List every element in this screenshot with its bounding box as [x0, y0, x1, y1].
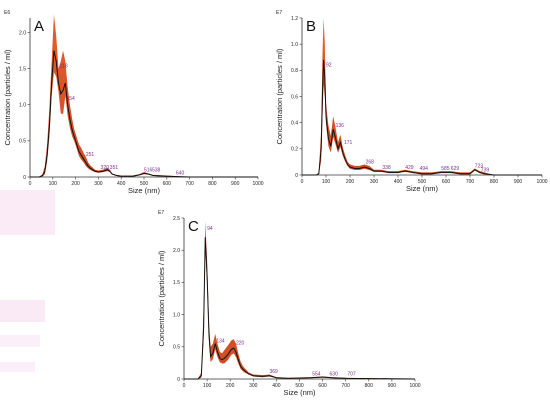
x-tick-label: 500 — [140, 181, 149, 187]
peak-annotation: 338 — [382, 165, 391, 171]
x-tick-label: 300 — [370, 179, 379, 185]
y-exponent-label: E7 — [158, 210, 164, 216]
y-tick-label: 2.5 — [173, 216, 180, 222]
x-tick-label: 0 — [183, 383, 186, 389]
peak-annotation: 320 — [101, 165, 110, 171]
panel-letter: C — [188, 218, 199, 235]
peak-annotation: 723 — [475, 163, 484, 169]
peak-annotation: 136 — [336, 123, 345, 129]
x-tick-label: 500 — [418, 179, 427, 185]
x-tick-label: 600 — [163, 181, 172, 187]
peak-annotation: 171 — [344, 140, 353, 146]
x-tick-label: 700 — [466, 179, 475, 185]
peak-annotation: 94 — [207, 226, 213, 232]
mean-concentration-line — [184, 237, 416, 380]
x-tick-label: 200 — [346, 179, 355, 185]
peak-annotation: 429 — [405, 165, 414, 171]
peak-annotation: 251 — [86, 152, 95, 158]
peak-annotation: 585 — [441, 166, 450, 172]
x-tick-label: 600 — [442, 179, 451, 185]
peak-annotation: 154 — [66, 96, 75, 102]
x-tick-label: 600 — [318, 383, 327, 389]
peak-annotation: 118 — [60, 64, 68, 70]
x-tick-label: 100 — [203, 383, 212, 389]
y-tick-label: 0.5 — [173, 345, 180, 351]
x-tick-label: 200 — [226, 383, 235, 389]
x-tick-label: 100 — [49, 181, 58, 187]
y-tick-label: 1.0 — [19, 103, 26, 109]
x-axis-title: Size (nm) — [128, 186, 161, 195]
background-artifacts — [0, 190, 55, 372]
y-tick-label: 0 — [23, 175, 26, 181]
y-tick-label: 0 — [295, 173, 298, 179]
y-tick-label: 1.2 — [291, 16, 298, 22]
y-tick-label: 0.4 — [291, 120, 298, 126]
x-tick-label: 300 — [249, 383, 258, 389]
y-tick-label: 1.5 — [173, 280, 180, 286]
peak-annotation: 640 — [176, 171, 185, 177]
y-tick-label: 0 — [177, 377, 180, 383]
panel-a-chart: 0 100 200 300 400 500 600 700 800 900 1000 0 0.5 1.0 1… — [3, 10, 264, 195]
y-tick-label: 1.0 — [173, 312, 180, 318]
y-tick-label: 0.6 — [291, 94, 298, 100]
error-band — [302, 18, 542, 175]
x-tick-label: 800 — [490, 179, 499, 185]
x-tick-label: 200 — [71, 181, 80, 187]
peak-annotation: 134 — [216, 339, 225, 345]
peak-annotation: 268 — [366, 160, 375, 166]
peak-annotation: 92 — [326, 63, 332, 69]
panel-c-chart: 0 100 200 300 400 500 600 700 800 900 1000 0 0.5 1.0 1… — [157, 210, 421, 397]
peak-annotation: 369 — [269, 369, 278, 375]
x-tick-label: 300 — [94, 181, 103, 187]
y-tick-label: 1.5 — [19, 66, 26, 72]
x-tick-label: 0 — [301, 179, 304, 185]
x-tick-label: 900 — [231, 181, 240, 187]
x-axis-title: Size (nm) — [283, 388, 316, 397]
x-tick-label: 900 — [388, 383, 397, 389]
y-axis-title: Concentration (particles / ml) — [157, 250, 166, 346]
peak-annotation: 554 — [312, 371, 321, 377]
y-tick-label: 2.0 — [19, 30, 26, 36]
y-exponent-label: E7 — [276, 10, 282, 16]
peak-annotation: 538 — [152, 168, 161, 174]
x-tick-label: 0 — [29, 181, 32, 187]
x-tick-label: 700 — [185, 181, 194, 187]
mean-concentration-line — [302, 59, 542, 176]
x-tick-label: 1000 — [252, 181, 263, 187]
panel-letter: B — [306, 18, 316, 35]
peak-annotation: 220 — [236, 341, 245, 347]
mean-concentration-line — [30, 50, 258, 178]
x-tick-label: 1000 — [409, 383, 420, 389]
y-tick-label: 0.5 — [19, 139, 26, 145]
x-tick-label: 800 — [365, 383, 374, 389]
x-tick-label: 400 — [272, 383, 281, 389]
panel-b-chart: 0 100 200 300 400 500 600 700 800 900 1000 0 0.2 0.4 0… — [275, 10, 548, 193]
peak-annotation: 629 — [451, 166, 460, 172]
y-tick-label: 0.8 — [291, 68, 298, 74]
peak-annotation: 707 — [347, 371, 356, 377]
x-tick-label: 400 — [117, 181, 126, 187]
peak-annotation: 630 — [330, 371, 339, 377]
y-exponent-label: E6 — [4, 10, 10, 16]
x-tick-label: 500 — [295, 383, 304, 389]
x-axis-title: Size (nm) — [406, 184, 439, 193]
peak-annotation: 739 — [481, 167, 490, 173]
x-tick-label: 700 — [342, 383, 351, 389]
x-tick-label: 1000 — [536, 179, 547, 185]
x-tick-label: 400 — [394, 179, 403, 185]
x-tick-label: 100 — [322, 179, 331, 185]
panel-letter: A — [34, 18, 44, 35]
y-axis-title: Concentration (particles / ml) — [275, 48, 284, 144]
y-tick-label: 0.2 — [291, 147, 298, 153]
peak-annotation: 516 — [144, 168, 153, 174]
error-band — [30, 14, 258, 178]
y-tick-label: 1.0 — [291, 42, 298, 48]
x-tick-label: 900 — [514, 179, 523, 185]
y-axis-title: Concentration (particles / ml) — [3, 49, 12, 145]
peak-annotation: 351 — [110, 165, 119, 171]
peak-annotation: 494 — [420, 166, 429, 172]
y-tick-label: 2.0 — [173, 248, 180, 254]
x-tick-label: 800 — [208, 181, 217, 187]
